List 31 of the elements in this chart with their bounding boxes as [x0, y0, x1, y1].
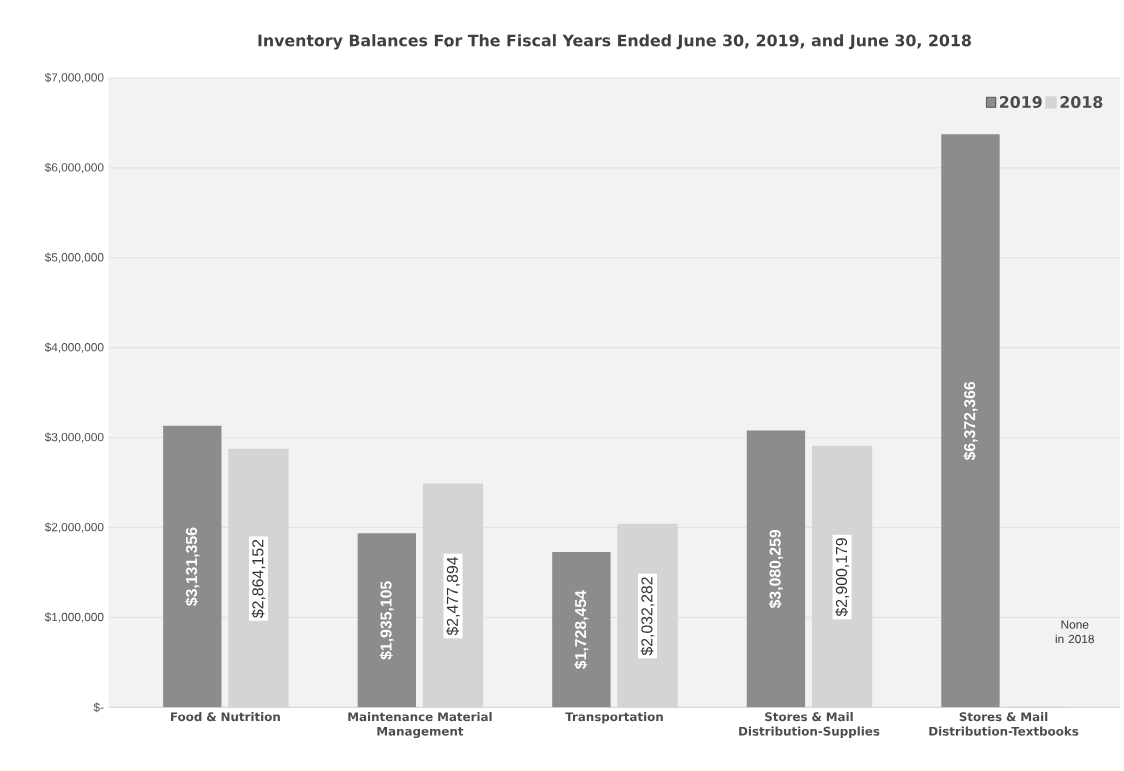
- bar: [746, 430, 806, 708]
- legend-label: 2018: [1060, 96, 1103, 108]
- x-tick-label: Food & Nutrition: [171, 711, 280, 722]
- y-tick-label: $-: [93, 702, 104, 713]
- data-label: $1,935,105: [379, 581, 394, 660]
- bar: [163, 425, 222, 708]
- data-label: $2,477,894: [446, 556, 460, 636]
- data-label: $2,900,179: [835, 538, 849, 617]
- chart-title: Inventory Balances For The Fiscal Years Ended June 30, 2019, and June 30, 2018: [258, 34, 971, 50]
- data-label: $6,372,366: [963, 381, 978, 461]
- annotation: None in 2018: [1055, 620, 1094, 644]
- data-label: $1,728,454: [574, 590, 589, 669]
- bar: [357, 533, 417, 708]
- y-tick-label: $1,000,000: [44, 612, 104, 623]
- data-label: $3,080,259: [768, 529, 783, 609]
- y-tick-label: $7,000,000: [44, 72, 104, 84]
- y-tick-label: $5,000,000: [44, 252, 104, 263]
- y-tick-label: $6,000,000: [44, 162, 104, 173]
- data-label: $3,131,356: [185, 527, 200, 606]
- x-tick-label: Transportation: [565, 711, 663, 724]
- y-tick-label: $4,000,000: [44, 342, 104, 353]
- x-tick-label: Stores & Mail Distribution-Supplies: [739, 711, 880, 738]
- y-tick-label: $3,000,000: [44, 432, 104, 443]
- x-tick-label: Stores & Mail Distribution-Textbooks: [929, 711, 1079, 736]
- legend-label: 2019: [999, 96, 1042, 108]
- data-label: $2,864,152: [251, 539, 266, 618]
- bar: [941, 134, 1000, 708]
- bar: [552, 551, 611, 708]
- x-tick-label: Maintenance Material Management: [348, 711, 492, 739]
- data-label: $2,032,282: [640, 577, 655, 656]
- y-tick-label: $2,000,000: [44, 522, 104, 533]
